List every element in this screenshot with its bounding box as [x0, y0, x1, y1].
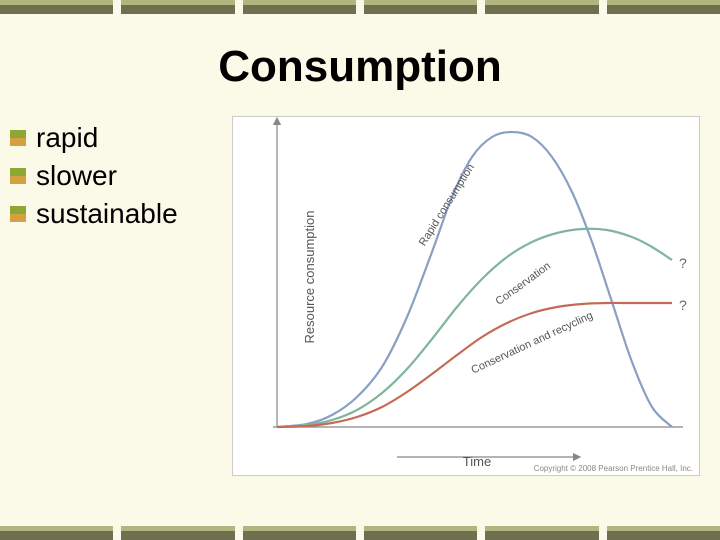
chart-plot-area: Resource consumption Time Rapid consumpt… [277, 127, 677, 427]
bullet-label: rapid [36, 122, 98, 154]
chart-container: Resource consumption Time Rapid consumpt… [232, 116, 700, 476]
bullet-icon [10, 206, 26, 222]
bullet-item: sustainable [10, 198, 178, 230]
border-bar-group [364, 526, 477, 540]
y-axis-label: Resource consumption [302, 211, 317, 344]
border-bar-group [607, 0, 720, 14]
bullet-list: rapid slower sustainable [10, 122, 178, 236]
top-border-bars [0, 0, 720, 14]
bullet-label: slower [36, 160, 117, 192]
border-bar-group [0, 526, 113, 540]
chart-svg [277, 127, 677, 427]
border-bar-group [0, 0, 113, 14]
page-title: Consumption [0, 42, 720, 92]
bullet-item: slower [10, 160, 178, 192]
bullet-icon [10, 168, 26, 184]
question-mark-icon: ? [679, 297, 687, 313]
bottom-border-bars [0, 526, 720, 540]
bullet-icon [10, 130, 26, 146]
series-rapid-consumption [277, 132, 672, 427]
border-bar-group [243, 0, 356, 14]
question-mark-icon: ? [679, 255, 687, 271]
bullet-item: rapid [10, 122, 178, 154]
chart-copyright: Copyright © 2008 Pearson Prentice Hall, … [534, 464, 693, 473]
border-bar-group [364, 0, 477, 14]
bullet-label: sustainable [36, 198, 178, 230]
border-bar-group [121, 526, 234, 540]
border-bar-group [607, 526, 720, 540]
border-bar-group [485, 0, 598, 14]
border-bar-group [243, 526, 356, 540]
x-axis-label: Time [463, 454, 491, 469]
border-bar-group [485, 526, 598, 540]
series-conservation [277, 229, 672, 427]
border-bar-group [121, 0, 234, 14]
